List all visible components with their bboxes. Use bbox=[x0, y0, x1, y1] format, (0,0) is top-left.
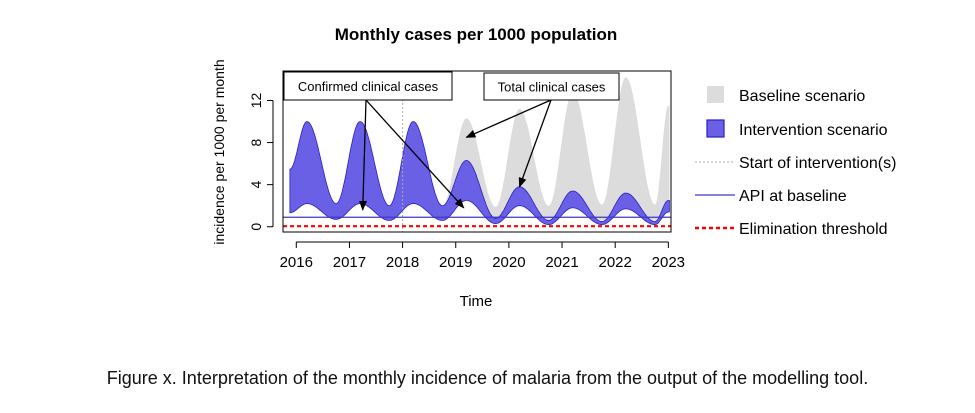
x-tick-label: 2018 bbox=[386, 254, 419, 271]
legend-label: Intervention scenario bbox=[739, 122, 888, 139]
incidence-chart: Monthly cases per 1000 population incide… bbox=[211, 25, 896, 310]
baseline-scenario-band bbox=[289, 77, 670, 221]
x-axis-label: Time bbox=[460, 293, 493, 310]
x-tick-label: 2016 bbox=[280, 254, 313, 271]
plot-area bbox=[283, 71, 671, 232]
plot-frame bbox=[282, 70, 672, 233]
confirmed-clinical-cases-box bbox=[283, 71, 453, 101]
legend: Baseline scenario Intervention scenario St… bbox=[695, 86, 896, 238]
annotations: Confirmed clinical cases Total clinical c… bbox=[283, 71, 620, 211]
chart-title: Monthly cases per 1000 population bbox=[335, 25, 617, 44]
total-clinical-cases-label: Total clinical cases bbox=[498, 80, 606, 95]
y-tick-label: 12 bbox=[248, 92, 264, 108]
y-tick-label: 0 bbox=[248, 223, 264, 231]
legend-label: Baseline scenario bbox=[739, 88, 865, 105]
confirmed-clinical-cases-arrow bbox=[358, 99, 367, 211]
intervention-scenario-band bbox=[289, 121, 670, 225]
x-tick-label: 2023 bbox=[652, 254, 685, 271]
legend-label: API at baseline bbox=[739, 188, 847, 205]
x-tick-label: 2019 bbox=[439, 254, 472, 271]
x-tick-label: 2017 bbox=[333, 254, 366, 271]
total-clinical-cases-box bbox=[483, 72, 620, 101]
legend-baseline-swatch bbox=[707, 86, 724, 103]
y-axis-label: incidence per 1000 per month bbox=[211, 59, 227, 244]
axes: 2016 2017 2018 2019 2020 2021 2022 2023 0 4 8 12 bbox=[248, 70, 685, 271]
total-clinical-cases-arrow bbox=[518, 99, 552, 188]
x-tick-label: 2022 bbox=[599, 254, 632, 271]
x-tick-label: 2020 bbox=[492, 254, 525, 271]
legend-label: Start of intervention(s) bbox=[739, 155, 896, 172]
y-tick-label: 8 bbox=[248, 138, 264, 146]
x-tick-label: 2021 bbox=[545, 254, 578, 271]
confirmed-clinical-cases-arrow bbox=[365, 99, 465, 209]
confirmed-clinical-cases-label: Confirmed clinical cases bbox=[298, 79, 439, 94]
total-clinical-cases-arrow bbox=[465, 99, 552, 138]
legend-intervention-swatch bbox=[706, 119, 725, 138]
legend-label: Elimination threshold bbox=[739, 221, 888, 238]
figure-caption: Figure x. Interpretation of the monthly … bbox=[106, 368, 869, 388]
y-tick-label: 4 bbox=[248, 181, 264, 189]
